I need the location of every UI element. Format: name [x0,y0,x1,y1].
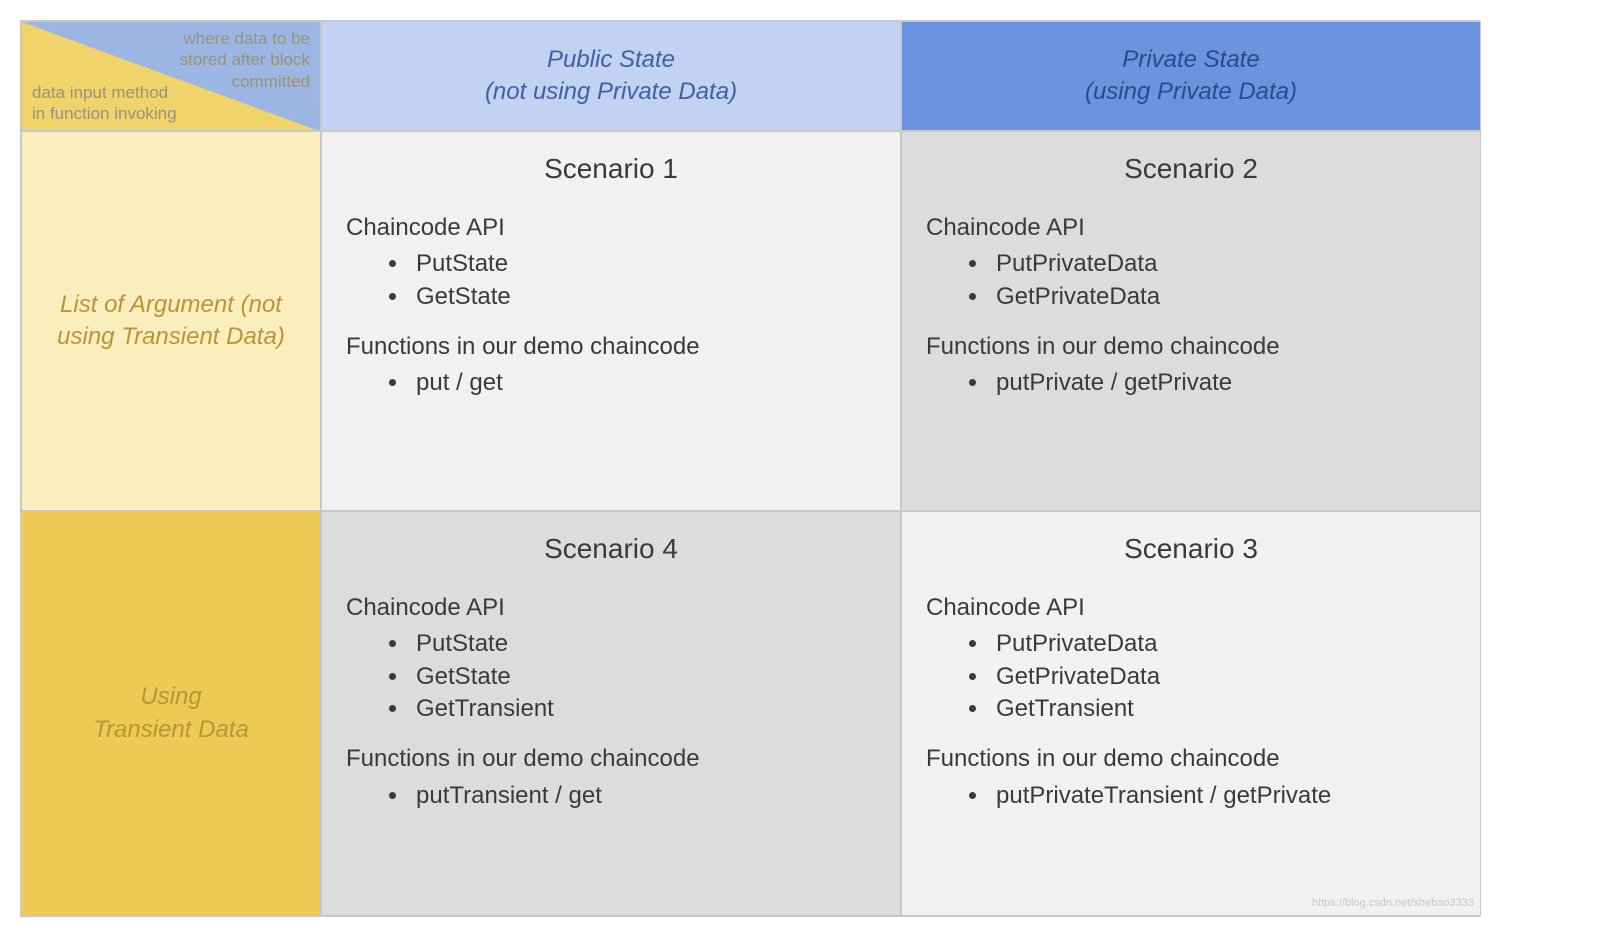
corner-top-label: where data to be stored after block comm… [160,28,310,92]
func-list: put / get [346,367,876,399]
func-list: putTransient / get [346,780,876,812]
col-header-subtitle: (not using Private Data) [485,76,737,108]
func-section-label: Functions in our demo chaincode [346,743,876,775]
scenario-cell: Scenario 2 Chaincode API PutPrivateDataGet… [901,131,1481,511]
api-section-label: Chaincode API [346,592,876,624]
api-section-label: Chaincode API [346,212,876,244]
watermark: https://blog.csdn.net/shebao3333 [1312,896,1474,911]
col-header-title: Public State [547,44,675,76]
api-item: GetTransient [410,693,876,725]
scenario-matrix: where data to be stored after block comm… [20,20,1480,917]
api-item: GetTransient [990,693,1456,725]
scenario-title: Scenario 2 [926,150,1456,188]
col-header-subtitle: (using Private Data) [1085,76,1297,108]
func-item: putTransient / get [410,780,876,812]
func-list: putPrivateTransient / getPrivate [926,780,1456,812]
api-item: PutState [410,628,876,660]
row-header-0: List of Argument (not using Transient Da… [21,131,321,511]
func-section-label: Functions in our demo chaincode [346,331,876,363]
api-item: GetPrivateData [990,281,1456,313]
api-item: PutPrivateData [990,248,1456,280]
corner-bottom-label: data input method in function invoking [32,82,182,125]
api-item: PutPrivateData [990,628,1456,660]
scenario-cell: Scenario 3Chaincode APIPutPrivateDataGet… [901,511,1481,916]
func-list: putPrivate / getPrivate [926,367,1456,399]
col-header-0: Public State(not using Private Data) [321,21,901,131]
api-section-label: Chaincode API [926,212,1456,244]
api-list: PutStateGetState [346,248,876,313]
col-header-1: Private State(using Private Data) [901,21,1481,131]
api-list: PutPrivateDataGetPrivateDataGetTransient [926,628,1456,725]
func-section-label: Functions in our demo chaincode [926,743,1456,775]
corner-header: where data to be stored after block comm… [21,21,321,131]
api-item: PutState [410,248,876,280]
scenario-cell: Scenario 4 Chaincode API PutStateGetStateG… [321,511,901,916]
scenario-title: Scenario 1 [346,150,876,188]
func-item: putPrivateTransient / getPrivate [990,780,1456,812]
api-list: PutStateGetStateGetTransient [346,628,876,725]
scenario-title: Scenario 4 [346,530,876,568]
func-item: putPrivate / getPrivate [990,367,1456,399]
func-section-label: Functions in our demo chaincode [926,331,1456,363]
row-header-label: Using Transient Data [93,681,249,746]
row-header-label: List of Argument (not using Transient Da… [46,289,296,354]
api-section-label: Chaincode API [926,592,1456,624]
scenario-cell: Scenario 1 Chaincode API PutStateGetState F… [321,131,901,511]
api-list: PutPrivateDataGetPrivateData [926,248,1456,313]
row-header-1: Using Transient Data [21,511,321,916]
api-item: GetPrivateData [990,661,1456,693]
api-item: GetState [410,281,876,313]
func-item: put / get [410,367,876,399]
col-header-title: Private State [1122,44,1259,76]
scenario-title: Scenario 3 [926,530,1456,568]
api-item: GetState [410,661,876,693]
